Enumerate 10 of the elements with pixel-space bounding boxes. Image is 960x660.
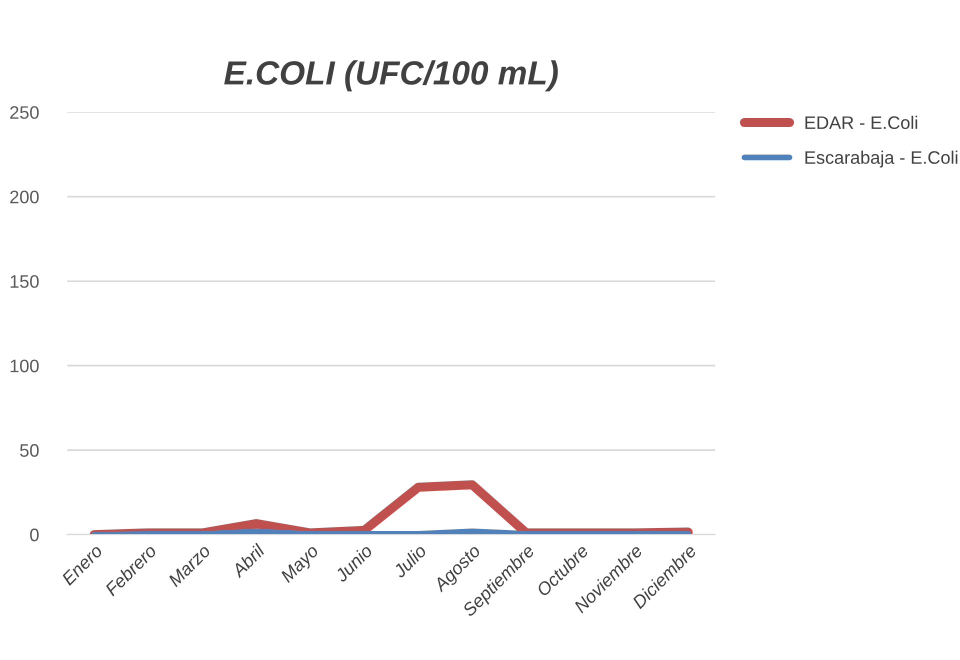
y-tick-label: 250: [10, 106, 39, 119]
chart-title: E.COLI (UFC/100 mL): [224, 60, 558, 92]
legend-label: Escarabaja - E.Coli: [805, 150, 958, 168]
y-tick-label: 50: [20, 444, 39, 457]
y-tick-label: 150: [10, 275, 39, 288]
y-tick-label: 200: [10, 190, 39, 204]
y-tick-label: 0: [30, 528, 39, 542]
x-tick-label: Julio: [392, 543, 428, 579]
y-tick-label: 100: [10, 360, 39, 372]
legend-label: EDAR - E.Coli: [805, 116, 918, 130]
